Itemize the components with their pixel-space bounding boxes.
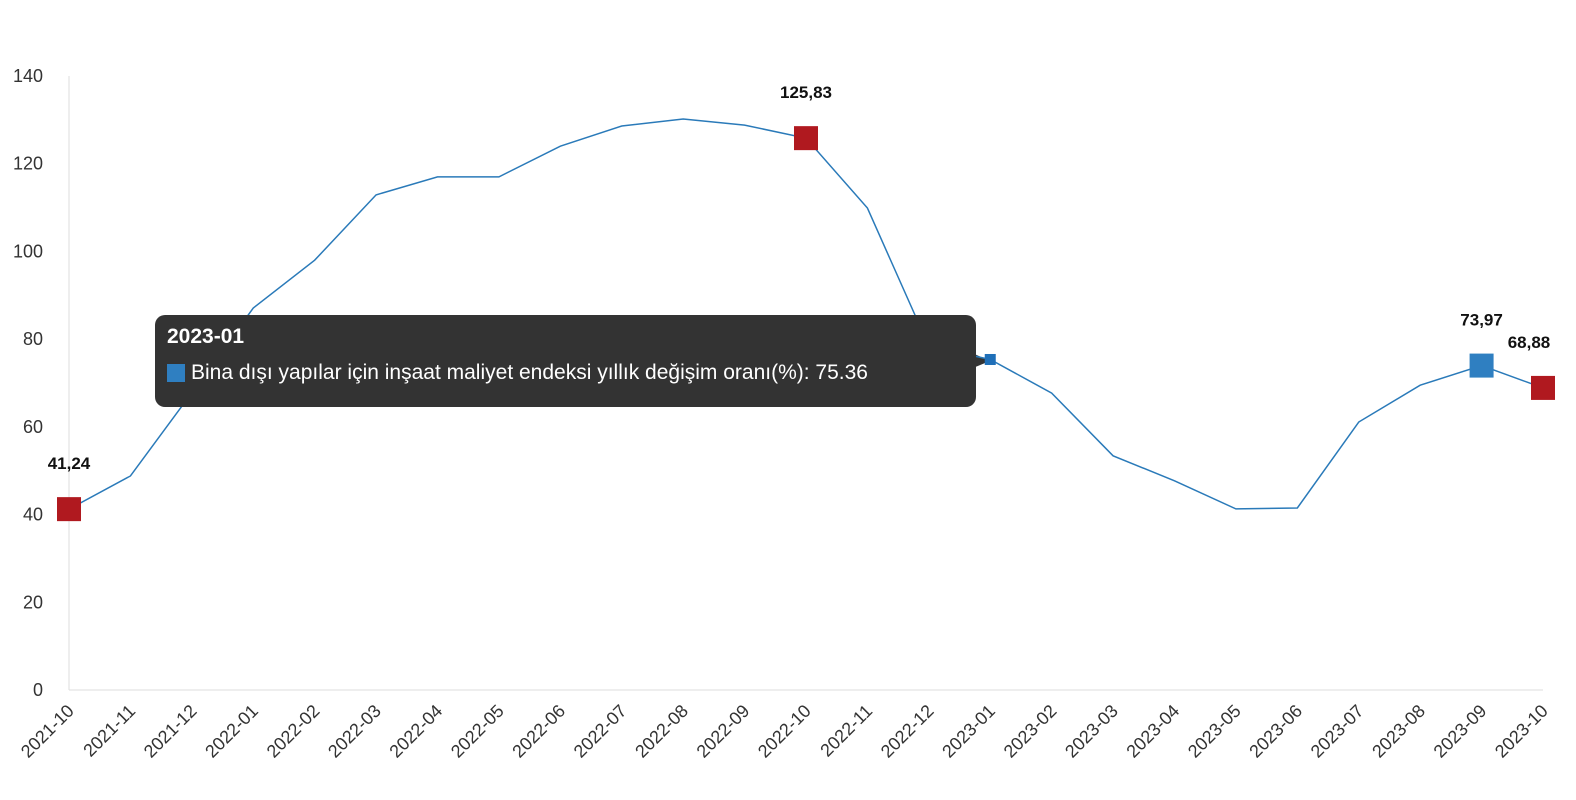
tooltip-row: Bina dışı yapılar için inşaat maliyet en… <box>167 361 964 385</box>
x-tick-label: 2023-09 <box>1430 701 1491 762</box>
marker <box>57 497 81 522</box>
x-tick-label: 2023-01 <box>938 701 999 762</box>
marker <box>1531 375 1555 400</box>
value-label: 41,24 <box>48 454 91 473</box>
x-tick-label: 2023-07 <box>1307 701 1368 762</box>
x-tick-label: 2023-05 <box>1184 701 1245 762</box>
value-label: 68,88 <box>1508 333 1551 352</box>
x-tick-label: 2023-10 <box>1491 701 1552 762</box>
tooltip-text: Bina dışı yapılar için inşaat maliyet en… <box>191 361 868 384</box>
x-tick-label: 2022-04 <box>385 701 446 762</box>
x-tick-label: 2022-03 <box>324 701 385 762</box>
x-tick-label: 2021-12 <box>140 701 201 762</box>
marker <box>794 126 818 151</box>
value-label: 73,97 <box>1460 311 1503 330</box>
x-tick-label: 2023-04 <box>1122 701 1183 762</box>
y-tick-label: 0 <box>33 680 43 700</box>
x-tick-label: 2022-11 <box>816 701 876 761</box>
x-tick-label: 2022-10 <box>754 701 815 762</box>
x-tick-label: 2022-02 <box>263 701 324 762</box>
y-tick-label: 100 <box>13 241 43 261</box>
y-tick-label: 20 <box>23 592 43 612</box>
x-tick-label: 2022-05 <box>447 701 508 762</box>
x-tick-label: 2021-11 <box>79 701 139 761</box>
value-label: 125,83 <box>780 83 832 102</box>
marker <box>984 353 996 365</box>
x-tick-label: 2022-06 <box>508 701 569 762</box>
x-tick-label: 2022-07 <box>570 701 631 762</box>
y-tick-label: 60 <box>23 417 43 437</box>
x-tick-label: 2023-03 <box>1061 701 1122 762</box>
tooltip-title: 2023-01 <box>167 325 245 348</box>
x-tick-label: 2021-10 <box>17 701 78 762</box>
x-tick-label: 2022-01 <box>201 701 262 762</box>
x-tick-label: 2023-02 <box>1000 701 1061 762</box>
x-tick-label: 2022-08 <box>631 701 692 762</box>
x-tick-label: 2023-08 <box>1368 701 1429 762</box>
tooltip-swatch <box>167 364 185 382</box>
y-tick-label: 40 <box>23 505 43 525</box>
x-tick-label: 2022-12 <box>877 701 938 762</box>
y-tick-label: 80 <box>23 329 43 349</box>
x-tick-label: 2022-09 <box>693 701 754 762</box>
y-tick-label: 140 <box>13 66 43 86</box>
y-tick-label: 120 <box>13 154 43 174</box>
x-tick-label: 2023-06 <box>1245 701 1306 762</box>
tooltip: 2023-01 Bina dışı yapılar için inşaat ma… <box>155 315 976 407</box>
marker <box>1469 353 1494 378</box>
